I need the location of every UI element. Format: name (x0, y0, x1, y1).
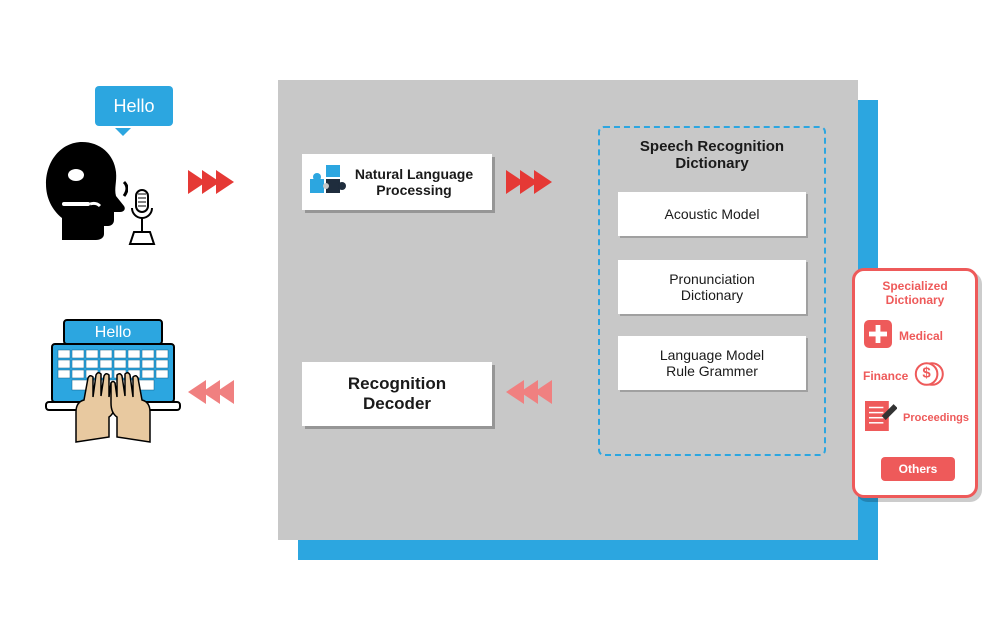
nlp-label-l1: Natural Language (355, 166, 473, 182)
svg-text:$: $ (923, 365, 932, 382)
laptop-output-icon: Hello (38, 316, 188, 446)
sub2-l1: Pronunciation (669, 271, 755, 287)
others-label: Others (899, 462, 938, 476)
side-card-title: Specialized Dictionary (855, 271, 975, 307)
dictionary-panel-title: Speech Recognition Dictionary (612, 138, 812, 172)
side-title-l2: Dictionary (855, 293, 975, 307)
finance-label: Finance (863, 369, 908, 383)
side-row-finance: Finance $ (863, 359, 944, 392)
sub3-l2: Rule Grammer (660, 363, 764, 379)
sub1-l1: Acoustic Model (665, 206, 760, 222)
microphone-icon (124, 188, 160, 248)
dictionary-title-l1: Speech Recognition (612, 138, 812, 155)
acoustic-model-box: Acoustic Model (618, 192, 806, 236)
nlp-label-l2: Processing (355, 182, 473, 198)
language-model-box: Language Model Rule Grammer (618, 336, 806, 390)
decoder-label-l2: Decoder (348, 394, 446, 414)
pronunciation-dictionary-box: Pronunciation Dictionary (618, 260, 806, 314)
side-row-proceedings: Proceedings (863, 399, 969, 436)
decoder-label-l1: Recognition (348, 374, 446, 394)
nlp-box: Natural Language Processing (302, 154, 492, 210)
others-button: Others (881, 457, 955, 481)
speech-bubble-text: Hello (113, 96, 154, 117)
laptop-screen-text: Hello (95, 324, 132, 341)
sub3-l1: Language Model (660, 347, 764, 363)
dictionary-title-l2: Dictionary (612, 155, 812, 172)
medical-label: Medical (899, 329, 943, 343)
side-row-medical: Medical (863, 319, 943, 352)
finance-icon: $ (914, 359, 944, 392)
arrow-nlp-to-dictionary (506, 170, 548, 194)
doc-icon (863, 399, 897, 436)
speech-bubble-hello: Hello (95, 86, 173, 126)
side-title-l1: Specialized (855, 279, 975, 293)
speaker-head-icon (38, 140, 128, 240)
arrow-speech-to-nlp (188, 170, 230, 194)
sub2-l2: Dictionary (669, 287, 755, 303)
arrow-decoder-to-output (188, 380, 230, 404)
medical-icon (863, 319, 893, 352)
puzzle-icon (308, 165, 346, 202)
specialized-dictionary-card: Specialized Dictionary Medical Finance $… (852, 268, 978, 498)
proceedings-label: Proceedings (903, 412, 969, 424)
decoder-box: Recognition Decoder (302, 362, 492, 426)
arrow-dictionary-to-decoder (506, 380, 548, 404)
